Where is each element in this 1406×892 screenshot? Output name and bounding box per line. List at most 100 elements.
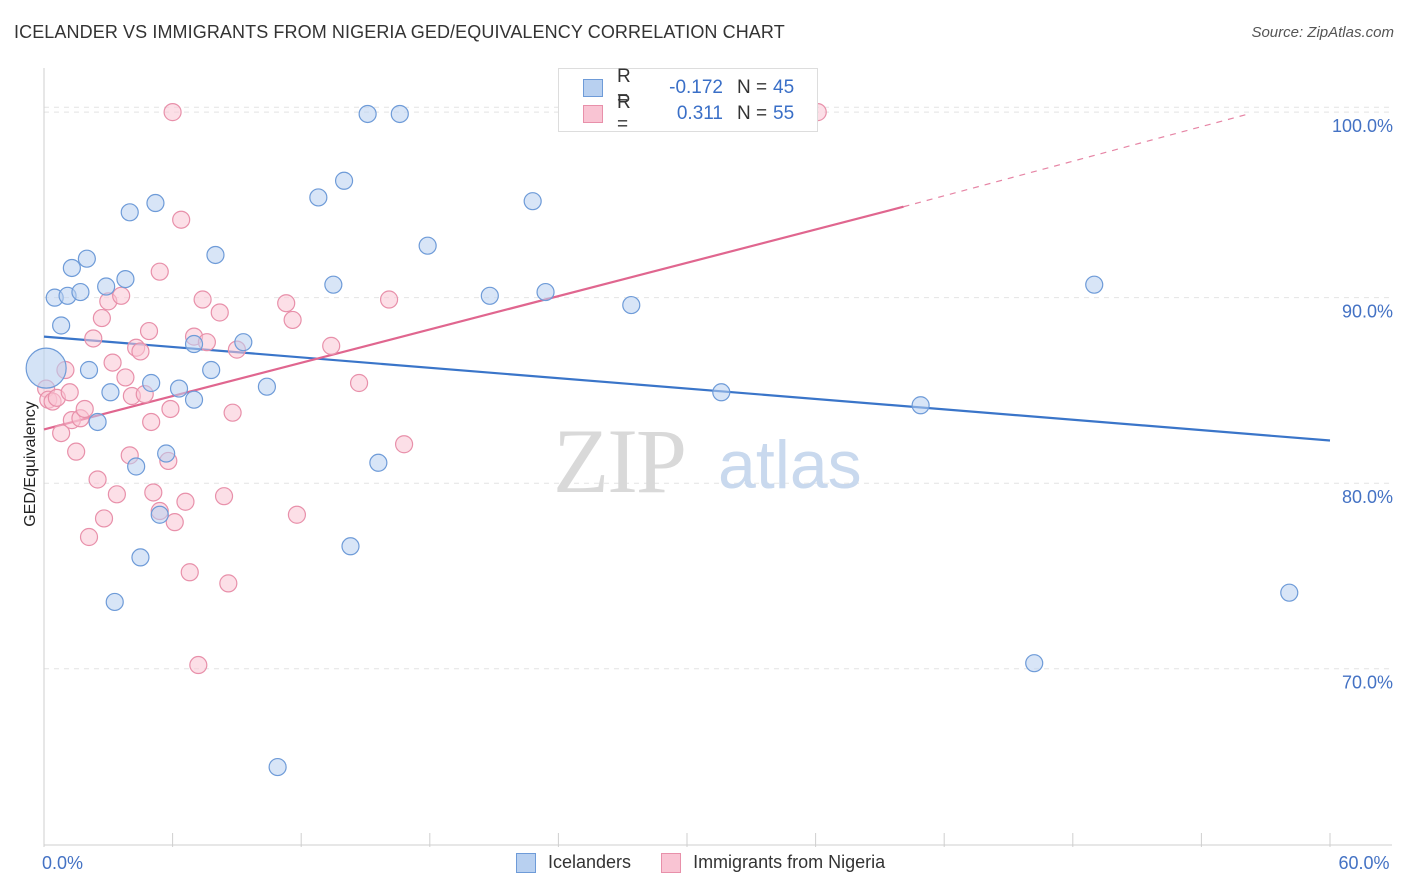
point-icelanders bbox=[71, 282, 90, 302]
point-nigeria bbox=[219, 574, 238, 593]
point-icelanders bbox=[142, 373, 161, 393]
point-icelanders bbox=[146, 193, 165, 213]
point-nigeria bbox=[79, 527, 99, 547]
point-icelanders bbox=[1085, 275, 1104, 294]
point-nigeria bbox=[163, 103, 182, 122]
point-icelanders bbox=[257, 377, 277, 396]
point-icelanders bbox=[234, 333, 253, 352]
trend-line-nigeria-extension bbox=[903, 113, 1249, 208]
point-icelanders bbox=[523, 192, 542, 211]
watermark: ZIP atlas bbox=[553, 410, 862, 512]
point-icelanders bbox=[77, 249, 96, 268]
point-icelanders bbox=[358, 104, 377, 124]
n-label: N = bbox=[737, 77, 768, 98]
point-nigeria bbox=[107, 485, 126, 504]
r-label: R = bbox=[617, 66, 631, 109]
y-tick-label: 80.0% bbox=[1342, 487, 1393, 507]
point-icelanders bbox=[1025, 654, 1044, 673]
point-nigeria bbox=[394, 435, 414, 454]
legend-item-icelanders[interactable]: Icelanders bbox=[516, 852, 631, 873]
axes bbox=[43, 68, 1392, 847]
watermark-zip: ZIP bbox=[553, 410, 685, 512]
point-nigeria bbox=[322, 336, 341, 355]
n-label: N = bbox=[737, 103, 768, 124]
legend-row-nigeria: R = 0.311 N = 55 bbox=[583, 92, 794, 135]
r-value: -0.172 bbox=[669, 77, 723, 98]
y-tick-label: 100.0% bbox=[1332, 116, 1393, 136]
r-label: R = bbox=[617, 92, 631, 135]
point-icelanders bbox=[184, 390, 204, 409]
point-icelanders bbox=[131, 548, 150, 567]
legend-label-icelanders: Icelanders bbox=[548, 852, 632, 872]
point-nigeria bbox=[193, 290, 212, 309]
legend-swatch-nigeria bbox=[583, 105, 603, 123]
point-icelanders bbox=[25, 347, 67, 389]
point-icelanders bbox=[150, 505, 169, 524]
source-label: Source: ZipAtlas.com bbox=[1251, 24, 1394, 41]
point-nigeria bbox=[210, 303, 229, 322]
n-value: 45 bbox=[773, 77, 795, 98]
point-nigeria bbox=[75, 399, 94, 419]
point-icelanders bbox=[480, 286, 499, 305]
r-value: 0.311 bbox=[671, 103, 723, 124]
point-nigeria bbox=[176, 492, 195, 511]
point-icelanders bbox=[309, 188, 328, 207]
point-nigeria bbox=[139, 321, 159, 341]
point-icelanders bbox=[127, 457, 146, 476]
y-tick-label: 70.0% bbox=[1342, 673, 1393, 693]
point-nigeria bbox=[144, 483, 163, 502]
data-points bbox=[25, 103, 1299, 777]
x-tick-label: 60.0% bbox=[1338, 853, 1389, 873]
point-icelanders bbox=[418, 236, 437, 255]
point-nigeria bbox=[84, 329, 103, 348]
point-icelanders bbox=[79, 360, 99, 380]
point-icelanders bbox=[622, 295, 641, 315]
point-nigeria bbox=[349, 373, 369, 393]
point-nigeria bbox=[165, 513, 184, 532]
point-nigeria bbox=[223, 403, 242, 422]
trend-lines bbox=[43, 113, 1331, 442]
point-icelanders bbox=[157, 444, 176, 463]
point-nigeria bbox=[214, 487, 234, 506]
point-icelanders bbox=[324, 275, 343, 294]
point-icelanders bbox=[536, 282, 555, 302]
point-nigeria bbox=[277, 294, 296, 313]
point-icelanders bbox=[169, 379, 189, 398]
watermark-atlas: atlas bbox=[718, 427, 862, 503]
point-icelanders bbox=[120, 203, 139, 222]
point-nigeria bbox=[131, 342, 150, 361]
legend-swatch-icelanders bbox=[516, 852, 536, 873]
point-icelanders bbox=[88, 412, 107, 432]
point-nigeria bbox=[180, 563, 199, 582]
stats-legend: R = -0.172 N = 45 R = 0.311 N = 55 bbox=[558, 66, 818, 135]
x-tick-label: 0.0% bbox=[42, 853, 83, 873]
point-icelanders bbox=[334, 171, 354, 190]
point-nigeria bbox=[172, 210, 191, 229]
point-nigeria bbox=[287, 505, 307, 524]
point-nigeria bbox=[103, 353, 122, 372]
point-icelanders bbox=[1280, 583, 1299, 602]
point-icelanders bbox=[712, 383, 731, 402]
point-nigeria bbox=[52, 423, 71, 443]
point-icelanders bbox=[105, 592, 124, 612]
point-nigeria bbox=[142, 412, 161, 432]
trend-line-icelanders bbox=[43, 335, 1331, 442]
point-icelanders bbox=[390, 104, 409, 124]
series-legend: Icelanders Immigrants from Nigeria bbox=[516, 852, 915, 873]
legend-label-nigeria: Immigrants from Nigeria bbox=[693, 852, 886, 872]
point-nigeria bbox=[116, 368, 135, 387]
legend-row-icelanders: R = -0.172 N = 45 bbox=[583, 66, 795, 109]
legend-item-nigeria[interactable]: Immigrants from Nigeria bbox=[661, 852, 885, 873]
point-nigeria bbox=[94, 509, 114, 528]
point-icelanders bbox=[202, 360, 221, 380]
point-icelanders bbox=[116, 269, 135, 289]
point-nigeria bbox=[92, 308, 111, 328]
point-icelanders bbox=[206, 245, 225, 265]
point-icelanders bbox=[184, 334, 204, 354]
point-icelanders bbox=[341, 537, 360, 556]
y-tick-label: 90.0% bbox=[1342, 302, 1393, 322]
chart-title: ICELANDER VS IMMIGRANTS FROM NIGERIA GED… bbox=[14, 22, 785, 42]
tick-labels: 70.0% 80.0% 90.0% 100.0% 0.0% 60.0% bbox=[42, 116, 1393, 873]
point-nigeria bbox=[67, 442, 86, 461]
